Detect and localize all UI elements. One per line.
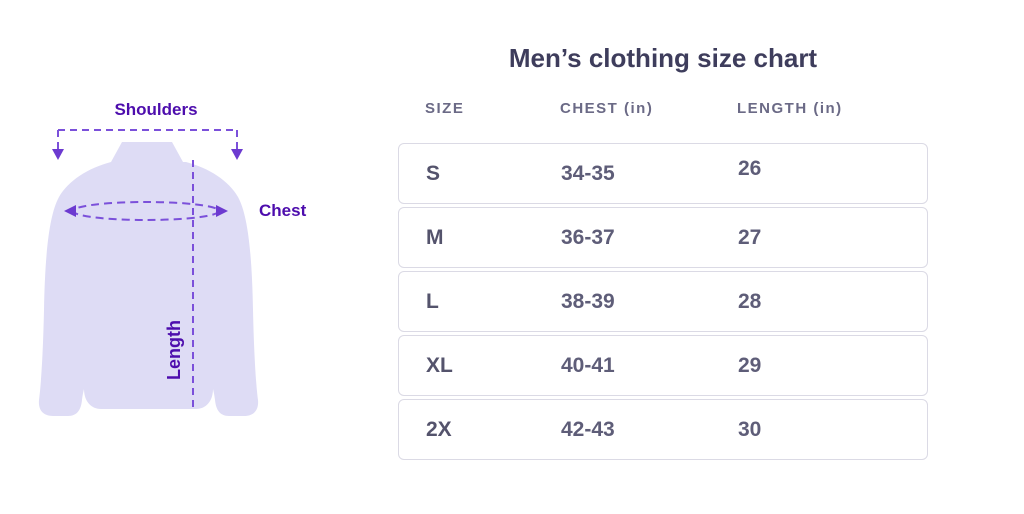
arrow-right-icon [216, 205, 228, 217]
column-header-chest: CHEST (in) [560, 100, 654, 117]
length-label: Length [164, 320, 184, 380]
table-row: XL 40-41 29 [398, 335, 928, 396]
chest-cell: 38-39 [561, 289, 615, 313]
column-header-size: SIZE [425, 100, 465, 117]
chest-cell: 42-43 [561, 417, 615, 441]
table-row: M 36-37 27 [398, 207, 928, 268]
shoulders-label: Shoulders [114, 100, 198, 119]
page-title: Men’s clothing size chart [508, 43, 818, 73]
shirt-figure: Shoulders Chest Length [0, 0, 370, 514]
chest-cell: 36-37 [561, 225, 615, 249]
shirt-illustration [38, 129, 259, 416]
arrow-down-icon [52, 149, 64, 160]
shoulders-measure-line [57, 129, 238, 149]
table-row: 2X 42-43 30 [398, 399, 928, 460]
shirt-collar [111, 142, 183, 162]
length-cell: 27 [738, 225, 762, 249]
size-cell: M [426, 225, 444, 249]
size-cell: XL [426, 353, 453, 377]
shirt-silhouette [38, 162, 259, 416]
column-header-length: LENGTH (in) [737, 100, 843, 117]
size-cell: L [426, 289, 439, 313]
length-cell: 30 [738, 417, 762, 441]
size-cell: S [426, 161, 441, 185]
table-row: L 38-39 28 [398, 271, 928, 332]
length-cell: 26 [738, 156, 762, 180]
arrow-left-icon [64, 205, 76, 217]
chest-cell: 40-41 [561, 353, 615, 377]
size-cell: 2X [426, 417, 452, 441]
chest-cell: 34-35 [561, 161, 615, 185]
chest-label: Chest [259, 201, 307, 220]
table-header: SIZE CHEST (in) LENGTH (in) [398, 100, 928, 117]
table-row: S 34-35 26 [398, 143, 928, 204]
length-cell: 28 [738, 289, 762, 313]
table-body: S 34-35 26 M 36-37 27 L 38-39 28 XL 40-4… [398, 143, 928, 463]
arrow-down-icon [231, 149, 243, 160]
length-cell: 29 [738, 353, 762, 377]
